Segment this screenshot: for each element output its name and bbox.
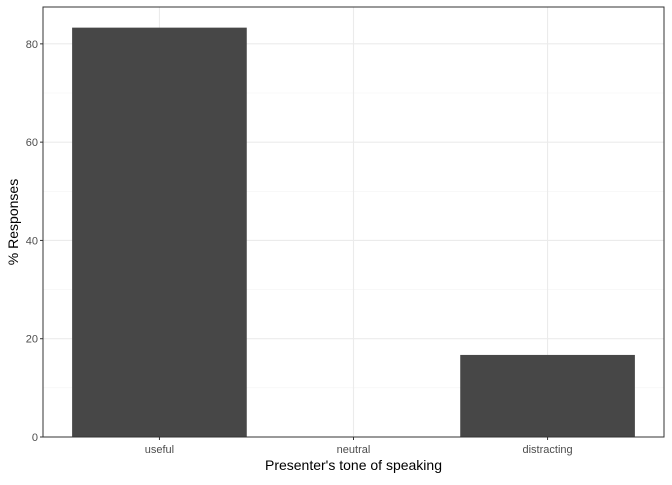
x-tick-label-distracting: distracting <box>522 444 572 456</box>
bar-distracting <box>460 354 635 437</box>
x-tick-label-neutral: neutral <box>337 444 371 456</box>
y-axis-title: % Responses <box>5 179 21 265</box>
y-tick-label: 20 <box>26 334 38 346</box>
axis-ticks: 0 20 40 60 80 useful neutral distracting <box>26 39 573 456</box>
y-tick-label: 40 <box>26 235 38 247</box>
x-axis-title: Presenter's tone of speaking <box>265 457 442 473</box>
y-tick-label: 60 <box>26 137 38 149</box>
x-tick-label-useful: useful <box>145 444 174 456</box>
y-tick-label: 0 <box>32 432 38 444</box>
bars <box>72 27 635 437</box>
bar-useful <box>72 27 247 437</box>
y-tick-label: 80 <box>26 39 38 51</box>
